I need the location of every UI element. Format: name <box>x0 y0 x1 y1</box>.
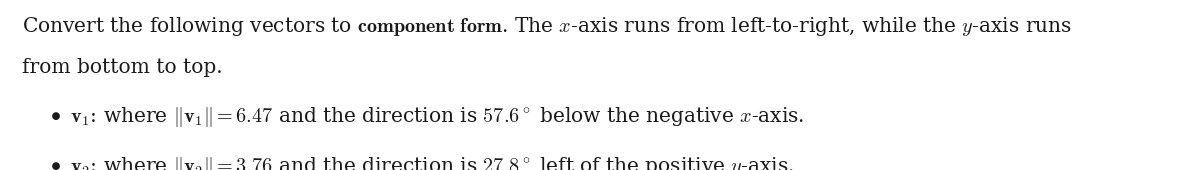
Text: $\mathbf{v_2}$: where $\|\mathbf{v_2}\| = 3.76$ and the direction is $27.8^\circ: $\mathbf{v_2}$: where $\|\mathbf{v_2}\| … <box>70 155 793 170</box>
Text: Convert the following vectors to $\mathbf{component\ form}$. The $x$-axis runs f: Convert the following vectors to $\mathb… <box>22 15 1072 38</box>
Text: $\mathbf{v_1}$: where $\|\mathbf{v_1}\| = 6.47$ and the direction is $57.6^\circ: $\mathbf{v_1}$: where $\|\mathbf{v_1}\| … <box>70 105 804 129</box>
Text: $\bullet$: $\bullet$ <box>50 155 61 170</box>
Text: from bottom to top.: from bottom to top. <box>22 58 222 77</box>
Text: $\bullet$: $\bullet$ <box>50 105 61 124</box>
